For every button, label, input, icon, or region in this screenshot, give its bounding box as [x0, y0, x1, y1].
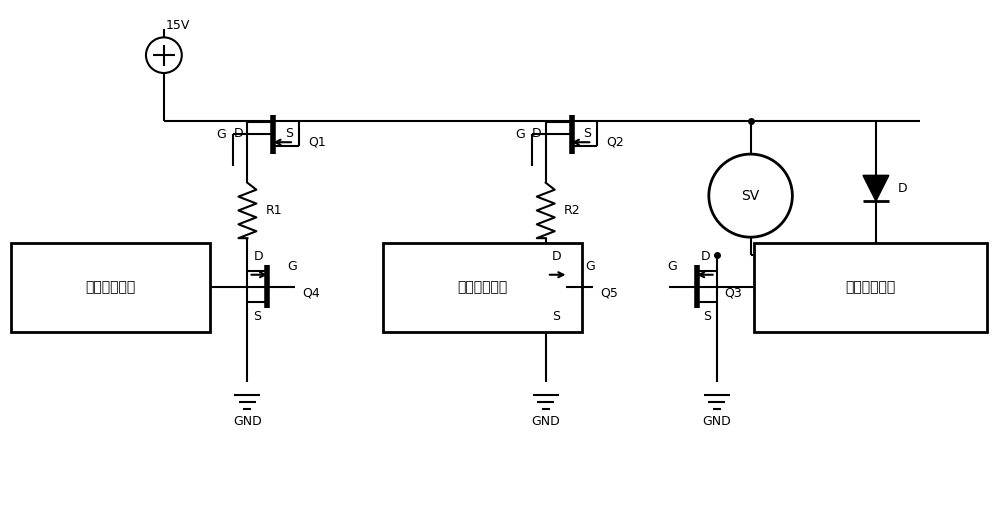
Text: 第二驱动信号: 第二驱动信号 [457, 281, 507, 294]
Text: Q1: Q1 [308, 136, 326, 149]
Text: Q3: Q3 [725, 286, 742, 299]
Text: Q2: Q2 [606, 136, 624, 149]
Text: 15V: 15V [166, 19, 190, 32]
Text: S: S [703, 310, 711, 323]
Text: Q4: Q4 [302, 286, 320, 299]
Text: S: S [584, 127, 592, 140]
FancyBboxPatch shape [754, 243, 987, 332]
FancyBboxPatch shape [11, 243, 210, 332]
Text: SV: SV [741, 189, 760, 203]
Text: D: D [701, 250, 711, 264]
Text: G: G [287, 261, 297, 273]
Text: R1: R1 [265, 204, 282, 217]
FancyBboxPatch shape [383, 243, 582, 332]
Text: S: S [552, 310, 560, 323]
Text: GND: GND [702, 415, 731, 428]
Text: G: G [586, 261, 595, 273]
Text: D: D [253, 250, 263, 264]
Text: Q5: Q5 [600, 286, 618, 299]
Text: D: D [234, 127, 243, 140]
Text: G: G [515, 128, 525, 141]
Text: S: S [253, 310, 261, 323]
Text: 第一驱动信号: 第一驱动信号 [85, 281, 135, 294]
Text: G: G [667, 261, 677, 273]
Text: GND: GND [531, 415, 560, 428]
Polygon shape [863, 175, 889, 201]
Text: R2: R2 [564, 204, 580, 217]
Text: 第三驱动信号: 第三驱动信号 [845, 281, 896, 294]
Text: D: D [898, 182, 907, 195]
Text: D: D [552, 250, 561, 264]
Text: G: G [217, 128, 226, 141]
Text: S: S [285, 127, 293, 140]
Text: GND: GND [233, 415, 262, 428]
Text: D: D [532, 127, 542, 140]
